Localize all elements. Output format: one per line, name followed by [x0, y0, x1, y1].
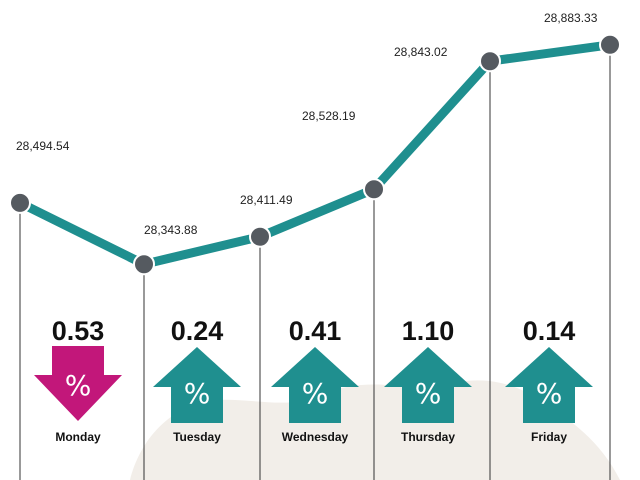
change-percent: 0.41 [289, 316, 342, 346]
up-arrow-icon [384, 347, 472, 423]
change-percent: 1.10 [402, 316, 455, 346]
day-label: Thursday [401, 430, 455, 444]
percent-symbol: % [65, 369, 92, 402]
up-arrow-icon [153, 347, 241, 423]
data-point [363, 178, 385, 201]
day-panels: 0.53% Monday 0.24% Tuesday 0.41% Wednesday 1.1… [34, 316, 593, 444]
day-label: Tuesday [173, 430, 221, 444]
percent-symbol: % [184, 377, 211, 410]
value-label: 28,843.02 [394, 45, 448, 59]
drop-lines [19, 44, 611, 480]
up-arrow-icon [505, 347, 593, 423]
series-line [15, 40, 615, 269]
value-label: 28,411.49 [240, 193, 293, 207]
data-point [479, 50, 501, 73]
value-label: 28,494.54 [16, 139, 70, 153]
data-point [249, 225, 271, 248]
value-label: 28,528.19 [302, 109, 356, 123]
percent-symbol: % [415, 377, 442, 410]
data-point [599, 33, 621, 56]
value-label: 28,343.88 [144, 223, 198, 237]
percent-symbol: % [536, 377, 563, 410]
day-panel: 0.24% Tuesday [153, 316, 241, 444]
day-label: Monday [55, 430, 101, 444]
day-panel: 0.41% Wednesday [271, 316, 359, 444]
value-labels: 28,494.54 28,343.88 28,411.49 28,528.19 28,8… [16, 11, 598, 237]
markers [9, 33, 621, 276]
day-label: Wednesday [282, 430, 349, 444]
day-panel: 0.53% Monday [34, 316, 122, 444]
change-percent: 0.14 [523, 316, 576, 346]
percent-symbol: % [302, 377, 329, 410]
value-label: 28,883.33 [544, 11, 598, 25]
day-panel: 1.10% Thursday [384, 316, 472, 444]
day-label: Friday [531, 430, 567, 444]
data-point [9, 191, 31, 214]
change-percent: 0.24 [171, 316, 224, 346]
background-map-shape [130, 380, 620, 480]
change-percent: 0.53 [52, 316, 105, 346]
day-panel: 0.14% Friday [505, 316, 593, 444]
down-arrow-icon [34, 346, 122, 421]
up-arrow-icon [271, 347, 359, 423]
data-point [133, 253, 155, 276]
